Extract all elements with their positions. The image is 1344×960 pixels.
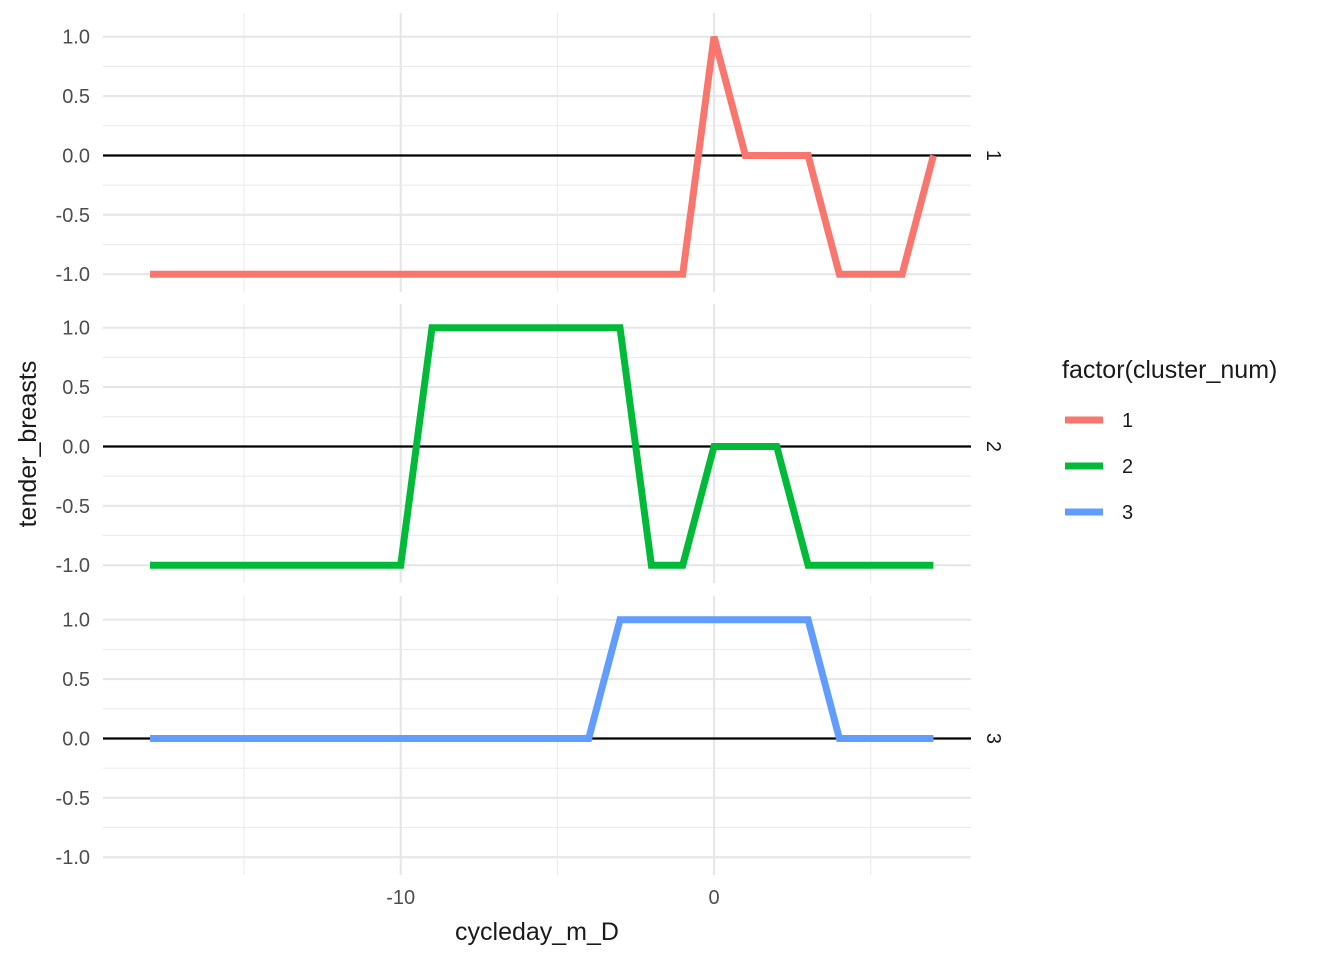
facet-panel-2: -1.0 -0.5 0.0 0.5 1.0 2 bbox=[56, 304, 1004, 583]
facet-panels: -1.0-0.50.00.51.01-1.0-0.50.00.51.02-1.0… bbox=[56, 13, 1004, 875]
facet-panel-1: -1.0 -0.5 0.0 0.5 1.0 1 bbox=[56, 13, 1004, 292]
y-tick-label: -0.5 bbox=[56, 205, 90, 227]
series-line-3 bbox=[150, 616, 934, 742]
facet-panel-3: -1.0 -0.5 0.0 0.5 1.0 3 bbox=[56, 596, 1004, 875]
y-tick-label: 0.0 bbox=[62, 436, 90, 458]
y-tick-label: 0.5 bbox=[62, 377, 90, 399]
series-line-1 bbox=[150, 35, 937, 278]
legend-label: 2 bbox=[1122, 456, 1133, 478]
series-line-2 bbox=[150, 324, 934, 569]
facet-strip-label: 1 bbox=[982, 150, 1004, 161]
y-tick-label: 1.0 bbox=[62, 318, 90, 340]
legend: factor(cluster_num) 1 2 3 bbox=[1062, 356, 1277, 524]
y-tick-label: -1.0 bbox=[56, 264, 90, 286]
x-tick-label: 0 bbox=[708, 887, 719, 909]
y-tick-label: 0.0 bbox=[62, 728, 90, 750]
y-tick-label: -0.5 bbox=[56, 496, 90, 518]
legend-title: factor(cluster_num) bbox=[1062, 356, 1277, 384]
y-axis-title: tender_breasts bbox=[14, 361, 42, 528]
y-tick-label: 0.5 bbox=[62, 669, 90, 691]
y-tick-label: 0.5 bbox=[62, 86, 90, 108]
y-tick-label: 0.0 bbox=[62, 145, 90, 167]
facet-strip-label: 3 bbox=[982, 733, 1004, 744]
y-tick-label: -1.0 bbox=[56, 847, 90, 869]
x-tick-label: -10 bbox=[386, 887, 415, 909]
x-axis-title: cycleday_m_D bbox=[455, 918, 619, 946]
y-tick-label: -0.5 bbox=[56, 788, 90, 810]
y-tick-label: -1.0 bbox=[56, 555, 90, 577]
y-tick-label: 1.0 bbox=[62, 610, 90, 632]
facet-strip-label: 2 bbox=[982, 441, 1004, 452]
x-axis: -10 0 bbox=[386, 887, 719, 909]
legend-label: 3 bbox=[1122, 502, 1133, 524]
y-tick-label: 1.0 bbox=[62, 27, 90, 49]
legend-label: 1 bbox=[1122, 410, 1133, 432]
